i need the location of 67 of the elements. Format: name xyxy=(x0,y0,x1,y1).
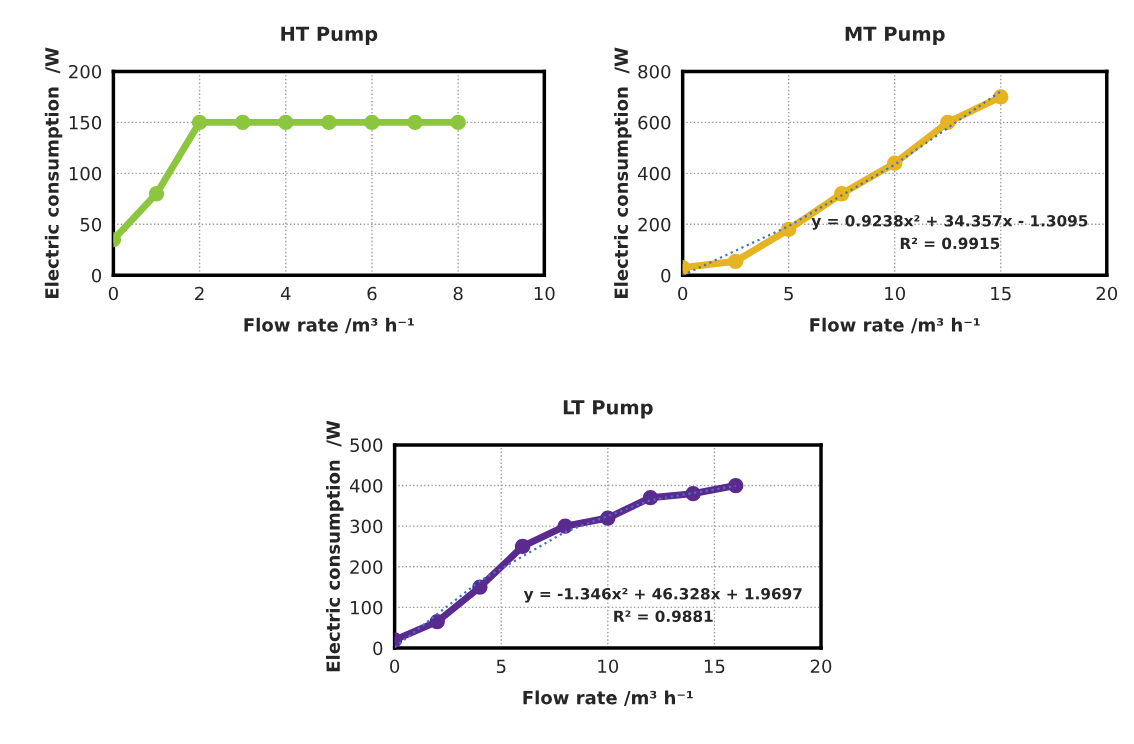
y-tick-label: 200 xyxy=(69,64,102,79)
point xyxy=(728,477,744,494)
chart-title: LT Pump xyxy=(563,400,653,419)
x-tick-label: 2 xyxy=(195,286,204,301)
y-tick-label: 200 xyxy=(638,217,671,232)
x-tick-label: 15 xyxy=(704,659,725,674)
y-tick-label: 100 xyxy=(351,600,383,615)
y-tick-label: 0 xyxy=(91,268,102,283)
x-tick-label: 5 xyxy=(496,659,506,674)
y-tick-label: 400 xyxy=(349,478,383,493)
y-tick-label: 600 xyxy=(638,115,671,130)
x-tick-label: 0 xyxy=(108,286,118,301)
point xyxy=(557,518,573,534)
point xyxy=(450,114,466,131)
x-tick-label: 20 xyxy=(810,659,832,674)
point xyxy=(321,114,337,131)
y-tick-label: 800 xyxy=(638,64,671,79)
annotation: y = -1.346x² + 46.328x + 1.9697 xyxy=(523,587,802,603)
y-tick-label: 400 xyxy=(637,166,671,181)
y-tick-label: 200 xyxy=(350,560,383,574)
x-tick-label: 6 xyxy=(367,286,377,301)
y-tick-label: 50 xyxy=(80,217,102,232)
x-tick-label: 0 xyxy=(390,659,400,674)
x-tick-label: 10 xyxy=(885,286,906,301)
x-axis-title: Flow rate /m³ h⁻¹ xyxy=(244,317,414,334)
point xyxy=(993,89,1009,105)
point xyxy=(429,613,445,630)
x-tick-label: 10 xyxy=(598,659,619,674)
y-tick-label: 100 xyxy=(69,166,102,181)
x-tick-label: 4 xyxy=(280,286,291,301)
point xyxy=(148,186,165,202)
x-tick-label: 20 xyxy=(1096,286,1118,301)
point xyxy=(887,155,903,171)
x-tick-label: 15 xyxy=(991,286,1011,301)
y-tick-label: 300 xyxy=(350,519,383,534)
point xyxy=(278,114,294,131)
annotation: R² = 0.9881 xyxy=(614,610,713,622)
y-tick-label: 0 xyxy=(661,268,671,283)
x-tick-label: 8 xyxy=(453,286,463,301)
x-tick-label: 0 xyxy=(678,286,688,301)
point xyxy=(685,486,701,502)
y-axis-title: Electric consumption /W xyxy=(44,47,63,299)
x-axis-title: Flow rate /m³ h⁻¹ xyxy=(810,317,980,334)
point xyxy=(191,114,208,131)
x-tick-label: 10 xyxy=(534,286,555,301)
x-tick-label: 5 xyxy=(784,286,793,301)
point xyxy=(364,114,380,131)
y-tick-label: 150 xyxy=(69,115,102,130)
y-tick-label: 0 xyxy=(373,641,383,656)
chart-title: HT Pump xyxy=(281,26,378,45)
point xyxy=(728,253,744,269)
y-axis-title: Electric consumption /W xyxy=(614,47,632,299)
point xyxy=(407,114,423,131)
point xyxy=(834,186,850,202)
point xyxy=(600,510,616,526)
point xyxy=(235,114,251,131)
x-axis-title: Flow rate /m³ h⁻¹ xyxy=(523,690,693,706)
point xyxy=(781,221,797,238)
point xyxy=(940,114,956,131)
annotation: R² = 0.9915 xyxy=(900,237,1000,250)
y-axis-title: Electric consumption /W xyxy=(326,420,344,672)
point xyxy=(472,579,488,595)
chart-title: MT Pump xyxy=(845,26,945,45)
point xyxy=(642,490,659,506)
point xyxy=(514,538,531,555)
annotation: y = 0.9238x² + 34.357x - 1.3095 xyxy=(811,215,1088,230)
y-tick-label: 500 xyxy=(350,438,383,453)
